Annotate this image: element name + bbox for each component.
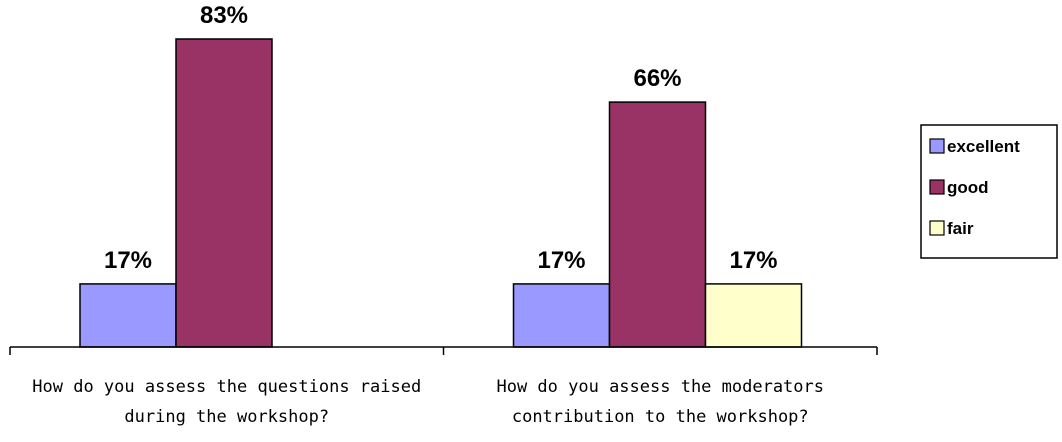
- bar-fair-2: [704, 283, 803, 348]
- legend-label-good: good: [947, 178, 989, 197]
- legend-swatch-good: [929, 179, 945, 195]
- category-label-2: How do you assess the moderators contribu…: [496, 377, 824, 427]
- data-label-excellent-1: 17%: [104, 247, 152, 274]
- data-label-fair-2: 17%: [729, 247, 777, 274]
- bars: [79, 38, 803, 348]
- x-axis: [9, 346, 878, 355]
- legend: excellent good fair: [920, 124, 1058, 259]
- legend-swatch-fair: [929, 220, 945, 236]
- bar-excellent-1: [79, 283, 177, 348]
- bar-excellent-2: [512, 283, 611, 348]
- legend-label-excellent: excellent: [947, 137, 1020, 156]
- category-labels: How do you assess the questions raised du…: [32, 377, 824, 427]
- data-label-good-1: 83%: [200, 2, 248, 29]
- data-label-excellent-2: 17%: [537, 247, 585, 274]
- bar-good-2: [608, 101, 707, 348]
- category-label-1: How do you assess the questions raised du…: [32, 377, 421, 427]
- legend-label-fair: fair: [947, 219, 974, 238]
- data-label-good-2: 66%: [633, 65, 681, 92]
- legend-swatch-excellent: [929, 138, 945, 154]
- bar-good-1: [175, 38, 273, 348]
- data-labels: 17% 83% 17% 66% 17%: [104, 2, 778, 274]
